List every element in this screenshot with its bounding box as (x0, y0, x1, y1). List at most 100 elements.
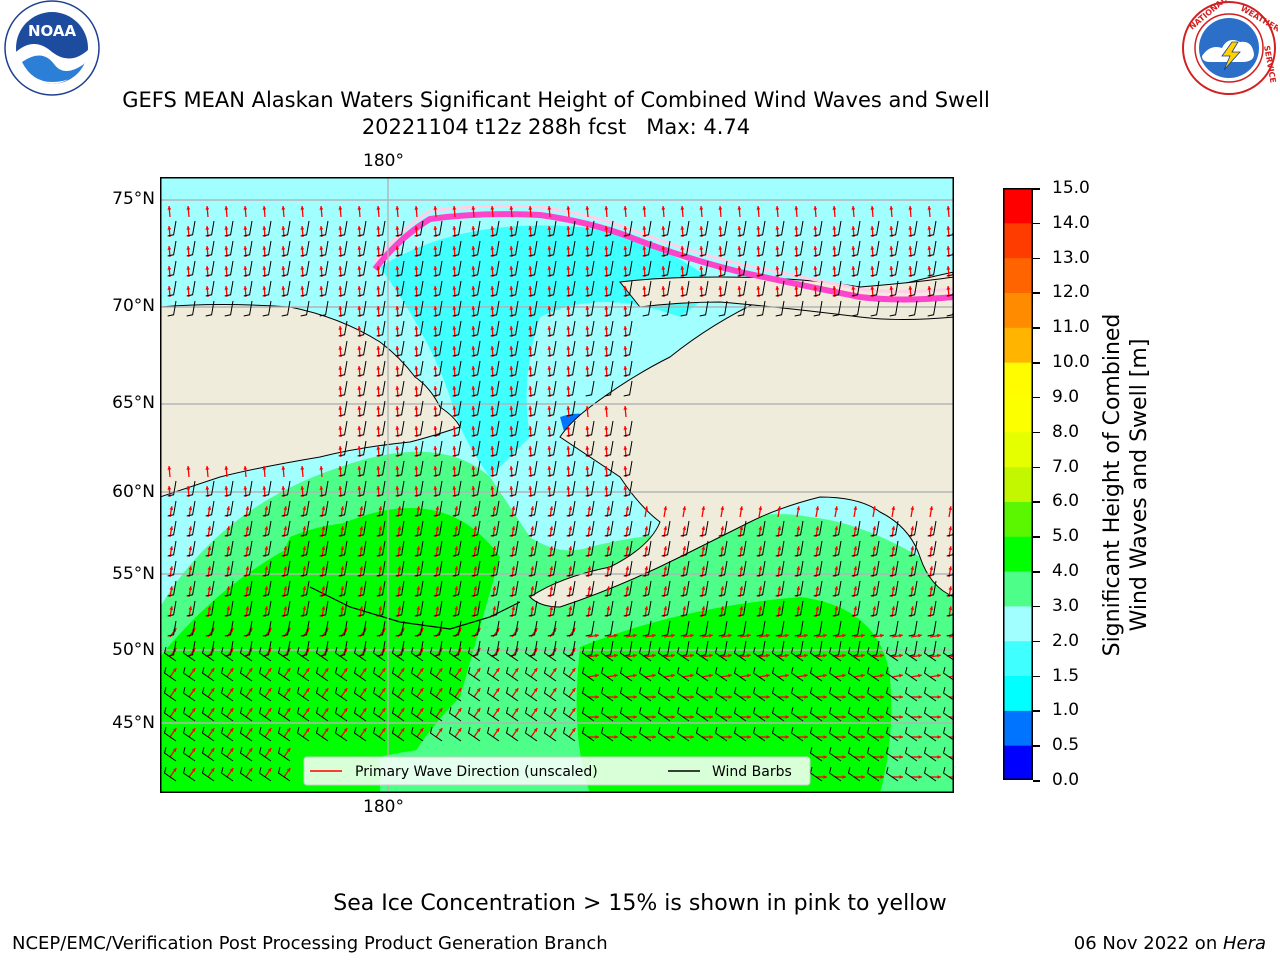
wind-barb (623, 240, 633, 257)
wave-direction-arrowhead (357, 406, 362, 410)
wave-direction-arrowhead (376, 406, 381, 410)
wave-direction-arrowhead (454, 586, 459, 590)
wind-barb (942, 646, 954, 661)
wave-direction-arrowhead (834, 526, 839, 530)
colorbar-band (1003, 362, 1033, 398)
wave-direction-arrowhead (728, 695, 732, 699)
wind-barb (752, 646, 766, 662)
wind-barb (794, 520, 804, 537)
wave-direction-arrowhead (842, 735, 846, 739)
wave-direction-arrowhead (870, 286, 875, 290)
wind-barb (471, 640, 481, 657)
wave-direction-arrowhead (571, 708, 576, 712)
wave-direction-arrowhead (226, 566, 231, 570)
wave-direction-arrowhead (281, 486, 286, 490)
wave-direction-arrowhead (585, 246, 590, 250)
wind-barb (395, 280, 405, 297)
wave-direction-arrowhead (414, 406, 419, 410)
wave-direction-arrowhead (549, 606, 554, 610)
wave-direction-arrowhead (511, 606, 516, 610)
wave-direction-arrowhead (243, 486, 248, 490)
wind-barb (771, 726, 785, 742)
wind-barb (604, 540, 614, 557)
wind-barb (471, 560, 481, 577)
wind-barb (813, 580, 823, 597)
wave-direction-arrowhead (435, 546, 440, 550)
wave-direction-arrowhead (948, 546, 953, 550)
wind-barb (813, 640, 823, 657)
wind-barb (376, 640, 386, 657)
wind-barb (695, 646, 709, 662)
wave-direction-arrowhead (606, 606, 611, 610)
wave-direction-arrowhead (210, 668, 215, 672)
wave-direction-arrowhead (471, 366, 476, 370)
wind-barb (205, 620, 215, 637)
wind-barb (281, 580, 291, 597)
wave-direction-arrowhead (794, 286, 799, 290)
wind-barb (832, 240, 842, 257)
wind-barb (737, 260, 747, 277)
wave-direction-arrowhead (737, 226, 742, 230)
wave-direction-arrowhead (286, 708, 291, 712)
wave-direction-arrowhead (547, 226, 552, 230)
colorbar-tick-label: 0.0 (1052, 770, 1080, 790)
wind-barb (186, 540, 196, 557)
wave-direction-arrowhead (229, 668, 234, 672)
lat-label-65: 65°N (112, 393, 155, 413)
wave-direction-arrowhead (918, 735, 922, 739)
wave-direction-arrowhead (319, 486, 324, 490)
wind-barb (338, 480, 348, 497)
wave-direction-arrowhead (775, 286, 780, 290)
colorbar-tick-label: 13.0 (1052, 247, 1090, 268)
wind-barb (220, 746, 234, 762)
wave-direction-arrowhead (663, 546, 668, 550)
wind-barb (828, 746, 842, 762)
wave-direction-arrowhead (861, 673, 865, 678)
wave-direction-arrowhead (709, 695, 713, 699)
wind-barb (429, 646, 443, 662)
wind-barb (509, 600, 519, 617)
wind-barb (490, 580, 500, 597)
wind-barb (623, 600, 633, 617)
wave-direction-arrowhead (737, 286, 742, 290)
wind-barb (524, 706, 538, 722)
wave-direction-arrowhead (321, 546, 326, 550)
wave-direction-arrowhead (606, 546, 611, 550)
wave-direction-arrowhead (929, 586, 934, 590)
wave-direction-arrowhead (530, 606, 535, 610)
wind-barb (851, 520, 861, 537)
wind-barb (357, 360, 367, 377)
wave-direction-arrowhead (568, 546, 573, 550)
wind-barb (889, 540, 899, 557)
wave-direction-arrowhead (281, 246, 286, 250)
wave-direction-arrowhead (549, 566, 554, 570)
wind-barb (832, 620, 842, 637)
wind-barb (543, 646, 557, 662)
wind-barb (942, 706, 954, 721)
wind-barb (889, 620, 899, 637)
wave-direction-arrowhead (169, 526, 174, 530)
wind-barb (372, 666, 386, 682)
wave-direction-arrowhead (248, 708, 253, 712)
wave-direction-arrowhead (587, 606, 592, 610)
wind-barb (680, 300, 690, 317)
wave-direction-arrowhead (471, 286, 476, 290)
wind-barb (319, 560, 329, 577)
wave-direction-arrowhead (376, 446, 381, 450)
wind-barb (775, 300, 785, 317)
wave-direction-arrowhead (511, 566, 516, 570)
wave-direction-arrowhead (324, 728, 329, 732)
wind-barb (262, 500, 272, 517)
wind-barb (756, 620, 766, 637)
wave-direction-arrowhead (433, 326, 438, 330)
wind-barb (509, 240, 519, 257)
wind-barb (201, 746, 215, 762)
wind-barb (338, 300, 348, 317)
wind-barb (657, 646, 671, 662)
wind-barb (509, 260, 519, 277)
wind-barb (395, 460, 405, 477)
wind-barb (319, 640, 329, 657)
wind-barb (452, 420, 462, 437)
colorbar-band (1003, 431, 1033, 468)
wind-barb (585, 340, 595, 357)
